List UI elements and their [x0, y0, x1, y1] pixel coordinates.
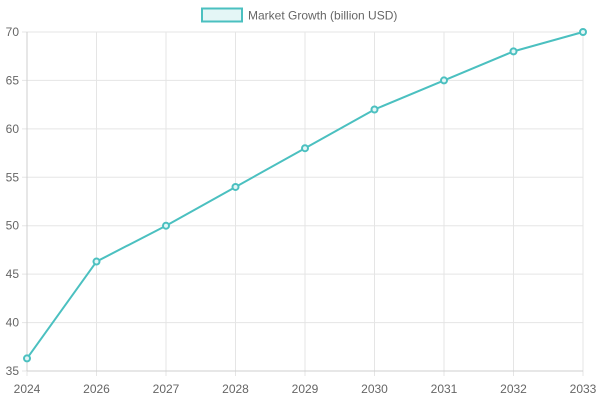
x-tick-label: 2027: [153, 382, 180, 396]
y-tick-label: 60: [6, 122, 20, 136]
x-tick-label: 2029: [292, 382, 319, 396]
legend-swatch[interactable]: [201, 7, 243, 23]
x-tick-label: 2033: [570, 382, 597, 396]
series-group: [23, 28, 587, 363]
y-tick-label: 40: [6, 316, 20, 330]
y-tick-label: 35: [6, 364, 20, 378]
data-point[interactable]: [509, 47, 518, 56]
data-point[interactable]: [301, 144, 309, 153]
y-tick-label: 65: [6, 73, 20, 87]
legend-label: Market Growth (billion USD): [248, 9, 397, 23]
data-point[interactable]: [231, 182, 240, 191]
data-point[interactable]: [440, 76, 448, 85]
x-tick-label: 2031: [431, 382, 458, 396]
data-point[interactable]: [162, 221, 170, 230]
data-point[interactable]: [370, 105, 379, 114]
x-tick-label: 2030: [361, 382, 388, 396]
y-tick-label: 45: [6, 267, 20, 281]
x-tick-label: 2026: [83, 382, 110, 396]
y-tick-label: 55: [6, 170, 20, 184]
data-point[interactable]: [23, 354, 31, 363]
x-tick-label: 2024: [14, 382, 41, 396]
x-tick-label: 2028: [222, 382, 249, 396]
data-point[interactable]: [579, 28, 587, 36]
x-tick-label: 2032: [500, 382, 527, 396]
x-axis-ticks: 2024 2026 2027 2028 2029 2030 2031 2032 2033: [14, 382, 597, 396]
grid: [22, 31, 584, 376]
y-tick-label: 70: [6, 25, 20, 39]
legend[interactable]: Market Growth (billion USD): [201, 7, 397, 23]
y-tick-label: 50: [6, 219, 20, 233]
data-point[interactable]: [92, 257, 101, 266]
y-axis-ticks: 35 40 45 50 55 60 65 70: [6, 25, 20, 378]
